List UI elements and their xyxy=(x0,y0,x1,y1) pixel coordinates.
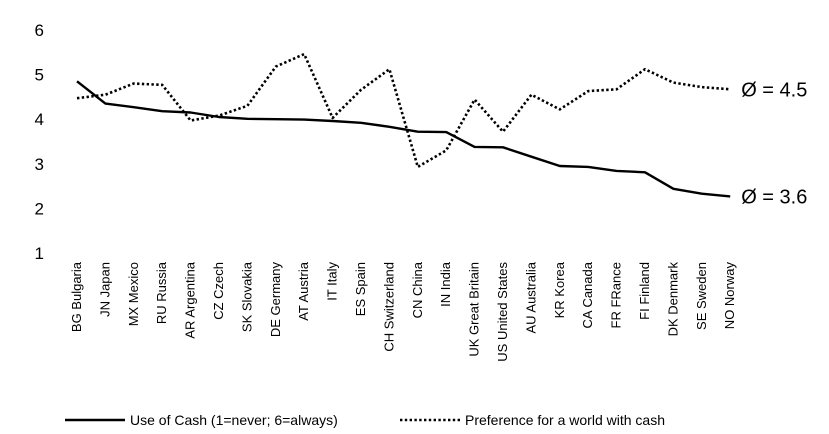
x-tick-label: ES Spain xyxy=(353,262,368,316)
x-tick-label: DK Denmark xyxy=(665,262,680,337)
x-tick-label: KR Korea xyxy=(552,261,567,318)
y-tick-label: 1 xyxy=(35,244,44,263)
x-tick-label: UK Great Britain xyxy=(467,262,482,357)
x-tick-label: FI Finland xyxy=(637,262,652,320)
x-tick-label: AU Australia xyxy=(523,261,538,333)
series-line-use-of-cash xyxy=(76,80,731,198)
y-tick-label: 2 xyxy=(35,199,44,218)
x-tick-label: SE Sweden xyxy=(694,262,709,330)
x-tick-label: SK Slovakia xyxy=(239,261,254,332)
series-line-preference-world-with-cash xyxy=(76,52,731,169)
average-labels: Ø = 3.6 Ø = 4.5 xyxy=(741,79,807,208)
average-label-use-of-cash: Ø = 3.6 xyxy=(741,186,807,208)
y-tick-label: 5 xyxy=(35,66,44,85)
series-layer xyxy=(76,52,731,198)
y-axis-ticks: 1 2 3 4 5 6 xyxy=(35,21,44,263)
x-tick-label: IT Italy xyxy=(325,262,340,301)
x-tick-label: CZ Czech xyxy=(211,262,226,320)
legend: Use of Cash (1=never; 6=always) Preferenc… xyxy=(65,412,665,428)
x-tick-label: BG Bulgaria xyxy=(69,261,84,332)
x-tick-label: FR FRance xyxy=(609,262,624,328)
y-tick-label: 4 xyxy=(35,110,44,129)
x-axis-ticks: BG Bulgaria JN Japan MX Mexico RU Russia AR … xyxy=(69,261,737,361)
legend-entry-label: Use of Cash (1=never; 6=always) xyxy=(130,412,338,428)
x-tick-label: US United States xyxy=(495,262,510,362)
x-tick-label: AT Austria xyxy=(296,261,311,321)
legend-entry-label: Preference for a world with cash xyxy=(465,412,665,428)
x-tick-label: CN China xyxy=(410,261,425,318)
y-tick-label: 3 xyxy=(35,155,44,174)
average-label-preference: Ø = 4.5 xyxy=(741,79,807,101)
x-tick-label: JN Japan xyxy=(97,262,112,317)
x-tick-label: IN India xyxy=(438,261,453,307)
x-tick-label: AR Argentina xyxy=(183,261,198,338)
x-tick-label: NO Norway xyxy=(722,262,737,330)
x-tick-label: RU Russia xyxy=(154,261,169,324)
x-tick-label: CH Switzerland xyxy=(381,262,396,352)
x-tick-label: MX Mexico xyxy=(126,262,141,326)
x-tick-label: DE Germany xyxy=(268,262,283,338)
x-tick-label: CA Canada xyxy=(580,261,595,328)
y-tick-label: 6 xyxy=(35,21,44,40)
